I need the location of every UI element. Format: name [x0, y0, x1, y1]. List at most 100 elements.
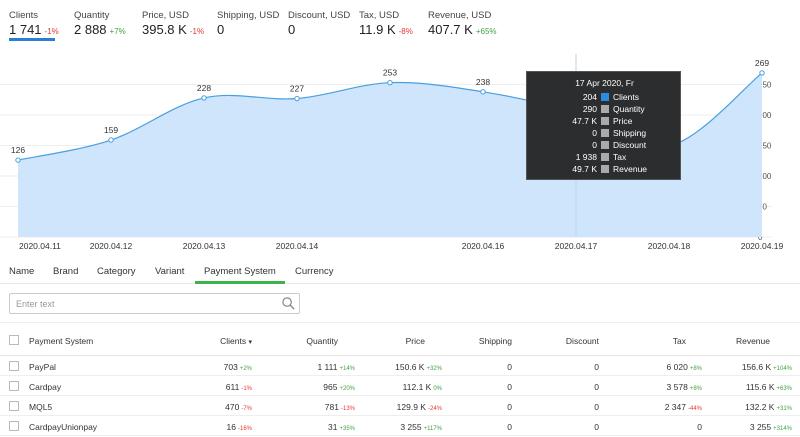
cell-delta: +104%	[773, 366, 792, 372]
tooltip-value: 290	[582, 104, 597, 114]
kpi-revenue[interactable]: Revenue, USD 407.7 K +65%	[428, 0, 508, 44]
row-checkbox[interactable]	[9, 421, 19, 431]
x-tick-label: 2020.04.16	[462, 241, 505, 251]
cell-shipping: 0	[507, 422, 512, 432]
data-label: 228	[197, 83, 211, 93]
kpi-discount[interactable]: Discount, USD 0	[288, 0, 353, 44]
tab-name[interactable]: Name	[9, 266, 35, 277]
select-all-checkbox[interactable]	[9, 335, 19, 345]
cell-clients: 703 +2%	[223, 362, 252, 372]
cell-delta: +32%	[426, 366, 442, 372]
cell-revenue: 115.6 K +63%	[745, 382, 792, 392]
cell-revenue: 132.2 K +31%	[745, 402, 792, 412]
kpi-shipping[interactable]: Shipping, USD 0	[217, 0, 282, 44]
cell-tax: 2 347 -44%	[664, 402, 702, 412]
x-tick-label: 2020.04.12	[90, 241, 133, 251]
col-revenue[interactable]: Revenue	[735, 336, 770, 346]
search-icon[interactable]	[281, 296, 296, 311]
tab-currency[interactable]: Currency	[295, 266, 334, 277]
tooltip-swatch	[601, 93, 609, 101]
kpi-tax[interactable]: Tax, USD 11.9 K -8%	[359, 0, 419, 44]
col-discount[interactable]: Discount	[565, 336, 599, 346]
cell-quantity: 781 -13%	[324, 402, 355, 412]
col-tax[interactable]: Tax	[672, 336, 686, 346]
kpi-value: 2 888 +7%	[74, 22, 126, 37]
y-tick-label: 0	[758, 233, 763, 242]
col-price[interactable]: Price	[405, 336, 425, 346]
cell-delta: +31%	[776, 406, 792, 412]
tooltip-series-name: Revenue	[613, 164, 648, 174]
kpi-value: 11.9 K -8%	[359, 22, 413, 37]
tab-category[interactable]: Category	[97, 266, 136, 277]
table-row[interactable]: Cardpay 611 -1% 965 +20% 112.1 K 0% 0 0 3 578 +8% 1…	[0, 376, 800, 396]
data-label: 126	[11, 145, 25, 155]
kpi-label: Revenue, USD	[428, 10, 492, 21]
cell-delta: +63%	[776, 386, 792, 392]
chart-tooltip: 17 Apr 2020, Fr 204 Clients 290 Quantity 47.…	[526, 71, 681, 180]
cell-quantity: 1 111 +14%	[317, 362, 355, 372]
cell-delta: -1%	[241, 386, 252, 392]
tooltip-row: 290 Quantity	[527, 104, 682, 116]
kpi-clients[interactable]: Clients 1 741 -1%	[9, 0, 59, 44]
tab-payment-system[interactable]: Payment System	[204, 266, 276, 277]
data-label: 227	[290, 84, 304, 94]
row-checkbox[interactable]	[9, 381, 19, 391]
tooltip-row: 1 938 Tax	[527, 152, 682, 164]
tooltip-series-name: Discount	[613, 140, 647, 150]
table-row[interactable]: CardpayUnionpay 16 -16% 31 +35% 3 255 +117% 0 0 0…	[0, 416, 800, 436]
cell-tax: 6 020 +8%	[666, 362, 702, 372]
tooltip-title: 17 Apr 2020, Fr	[575, 78, 634, 88]
kpi-quantity[interactable]: Quantity 2 888 +7%	[74, 0, 134, 44]
x-tick-label: 2020.04.14	[276, 241, 319, 251]
kpi-price[interactable]: Price, USD 395.8 K -1%	[142, 0, 212, 44]
kpi-value: 1 741 -1%	[9, 22, 59, 37]
row-checkbox[interactable]	[9, 361, 19, 371]
data-point	[759, 70, 765, 76]
cell-delta: +8%	[689, 366, 702, 372]
cell-delta: -24%	[427, 406, 442, 412]
search-box	[9, 293, 300, 314]
row-checkbox[interactable]	[9, 401, 19, 411]
data-point	[108, 137, 114, 143]
tooltip-value: 0	[592, 140, 597, 150]
cell-payment-system: Cardpay	[29, 382, 62, 392]
cell-discount: 0	[594, 382, 599, 392]
data-point	[387, 79, 393, 86]
col-quantity[interactable]: Quantity	[306, 336, 338, 346]
kpi-label: Tax, USD	[359, 10, 400, 21]
col-payment-system[interactable]: Payment System	[29, 336, 94, 346]
data-label: 238	[476, 77, 490, 87]
kpi-label: Quantity	[74, 10, 110, 21]
kpi-value: 0	[288, 22, 296, 37]
cell-quantity: 31 +35%	[328, 422, 355, 432]
search-input[interactable]	[10, 294, 280, 313]
tab-brand[interactable]: Brand	[53, 266, 79, 277]
kpi-label: Price, USD	[142, 10, 189, 21]
col-shipping[interactable]: Shipping	[478, 336, 512, 346]
cell-delta: -44%	[687, 406, 702, 412]
table-row[interactable]: PayPal 703 +2% 1 111 +14% 150.6 K +32% 0 0 6 020 +…	[0, 356, 800, 376]
col-clients[interactable]: Clients ▾	[220, 336, 252, 346]
tooltip-row: 49.7 K Revenue	[527, 164, 682, 176]
tooltip-row: 47.7 K Price	[527, 116, 682, 128]
kpi-delta: +65%	[475, 27, 497, 36]
cell-clients: 611 -1%	[225, 382, 252, 392]
tooltip-swatch	[601, 129, 609, 137]
tooltip-row: 204 Clients	[527, 92, 682, 104]
kpi-delta: -1%	[189, 27, 205, 36]
cell-delta: +14%	[339, 366, 355, 372]
tab-variant[interactable]: Variant	[155, 266, 185, 277]
tooltip-value: 47.7 K	[572, 116, 597, 126]
cell-delta: -16%	[237, 426, 252, 432]
cell-delta: 0%	[433, 386, 442, 392]
x-tick-label: 2020.04.17	[555, 241, 598, 251]
kpi-value: 0	[217, 22, 225, 37]
data-point	[294, 95, 300, 102]
x-tick-label: 2020.04.13	[183, 241, 226, 251]
table-row[interactable]: MQL5 470 -7% 781 -13% 129.9 K -24% 0 0 2 347 -44% 1…	[0, 396, 800, 416]
cell-price: 3 255 +117%	[400, 422, 442, 432]
cell-clients: 16 -16%	[226, 422, 252, 432]
cell-delta: -7%	[241, 406, 252, 412]
sort-desc-icon: ▾	[248, 339, 252, 346]
table-header: Payment System Clients ▾ Quantity Price …	[0, 323, 800, 356]
